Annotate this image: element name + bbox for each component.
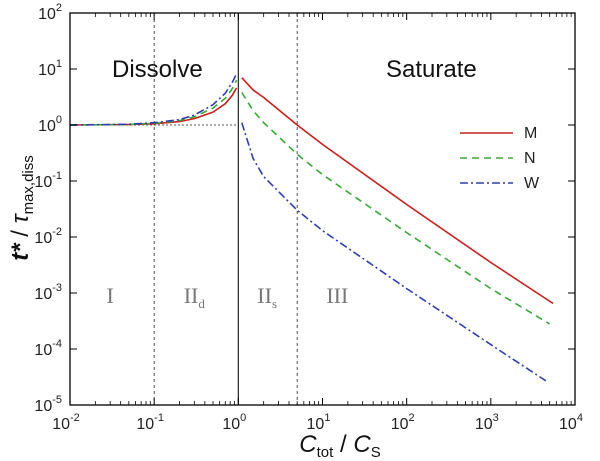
series-line-w-dissolve: [69, 73, 238, 126]
y-tick-label: 10-1: [34, 170, 62, 191]
region-label: IIs: [257, 283, 277, 311]
series-line-m-dissolve: [69, 87, 238, 126]
y-axis-title-sub2: max,diss: [20, 155, 37, 214]
axis-ticks: [69, 12, 576, 406]
series-line-n-dissolve: [69, 79, 238, 126]
region-title-saturate: Saturate: [386, 56, 477, 83]
y-axis-title-sep: /: [7, 223, 34, 243]
y-axis-title: t* / τmax,diss: [7, 155, 37, 261]
y-axis-title-main: t*: [7, 242, 34, 261]
y-tick-label: 101: [38, 58, 62, 79]
legend-label-n: N: [524, 150, 536, 167]
x-tick-label: 10-1: [136, 412, 164, 433]
region-label: III: [326, 283, 348, 308]
x-axis-title-sub2: S: [371, 444, 381, 461]
region-boundaries: [153, 13, 298, 405]
x-tick-label: 100: [222, 412, 246, 433]
x-tick-label: 103: [475, 412, 499, 433]
series-line-m-saturate: [241, 77, 554, 305]
x-axis-title-sep: /: [333, 431, 353, 458]
legend-label-m: M: [524, 125, 537, 142]
series-line-w-saturate: [241, 122, 547, 382]
x-tick-label: 102: [391, 412, 415, 433]
region-title-dissolve: Dissolve: [112, 56, 203, 83]
x-tick-label: 101: [307, 412, 331, 433]
legend-label-w: W: [524, 175, 540, 192]
tick-labels: 10-2 10-1 100 101 102 103 104 10-5 10-4 10-3 10-2 1…: [34, 2, 583, 433]
region-label: IId: [184, 283, 206, 311]
series-lines: [69, 73, 554, 382]
y-axis-title-main2: τ: [7, 212, 34, 223]
y-tick-label: 10-3: [34, 282, 62, 303]
x-tick-label: 10-2: [52, 412, 80, 433]
x-axis-title: Ctot / CS: [299, 431, 380, 461]
x-axis-title-main2: C: [353, 431, 371, 458]
region-label: I: [106, 283, 113, 308]
y-tick-label: 10-4: [34, 338, 62, 359]
x-axis-title-sub: tot: [317, 444, 335, 461]
legend: MNW: [460, 125, 540, 192]
y-tick-label: 10-2: [34, 226, 62, 247]
x-tick-label: 104: [559, 412, 583, 433]
region-labels: I IId IIs III: [106, 283, 348, 311]
y-tick-label: 102: [38, 2, 62, 23]
y-tick-label: 100: [38, 114, 62, 135]
y-tick-label: 10-5: [34, 394, 62, 415]
series-line-n-saturate: [241, 92, 551, 325]
x-axis-title-main: C: [299, 431, 317, 458]
